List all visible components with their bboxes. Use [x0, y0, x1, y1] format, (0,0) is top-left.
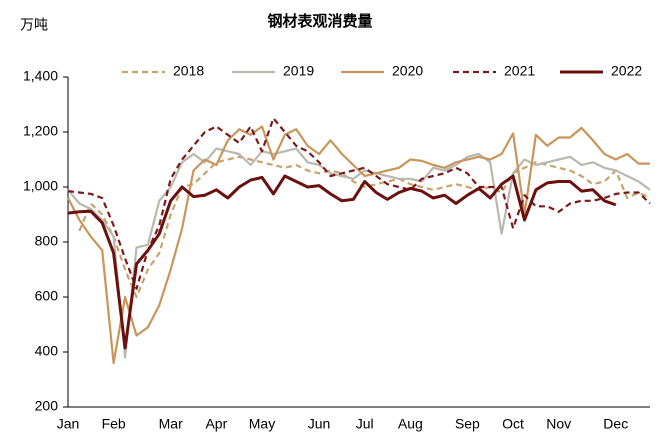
y-tick-label: 400 [35, 343, 59, 359]
y-tick-label: 1,000 [23, 178, 58, 194]
series-line [67, 117, 651, 290]
legend-label: 2018 [173, 63, 204, 79]
x-tick-label: May [249, 416, 275, 432]
x-tick-label: Aug [398, 416, 423, 432]
series-line [67, 125, 650, 365]
y-tick-label: 1,400 [23, 68, 58, 84]
legend-label: 2020 [392, 63, 423, 79]
x-tick-label: Nov [546, 416, 571, 432]
x-tick-label: Jun [308, 416, 331, 432]
x-tick-label: Feb [102, 416, 126, 432]
legend-label: 2022 [611, 63, 642, 79]
x-tick-label: Oct [502, 416, 524, 432]
y-tick-label: 1,200 [23, 123, 58, 139]
legend-label: 2019 [283, 63, 314, 79]
series-line [67, 147, 651, 359]
series-line [78, 155, 651, 299]
x-tick-label: Dec [603, 416, 628, 432]
x-tick-label: Mar [159, 416, 183, 432]
y-axis-label: 万吨 [20, 17, 48, 33]
legend-label: 2021 [504, 63, 535, 79]
series-line [67, 174, 617, 350]
y-tick-label: 200 [35, 398, 59, 414]
y-tick-label: 600 [35, 288, 59, 304]
chart-title: 钢材表观消费量 [267, 12, 372, 30]
x-tick-label: Jan [57, 416, 80, 432]
x-tick-label: Jul [356, 416, 374, 432]
x-tick-label: Sep [455, 416, 480, 432]
x-tick-label: Apr [205, 416, 227, 432]
y-tick-label: 800 [35, 233, 59, 249]
